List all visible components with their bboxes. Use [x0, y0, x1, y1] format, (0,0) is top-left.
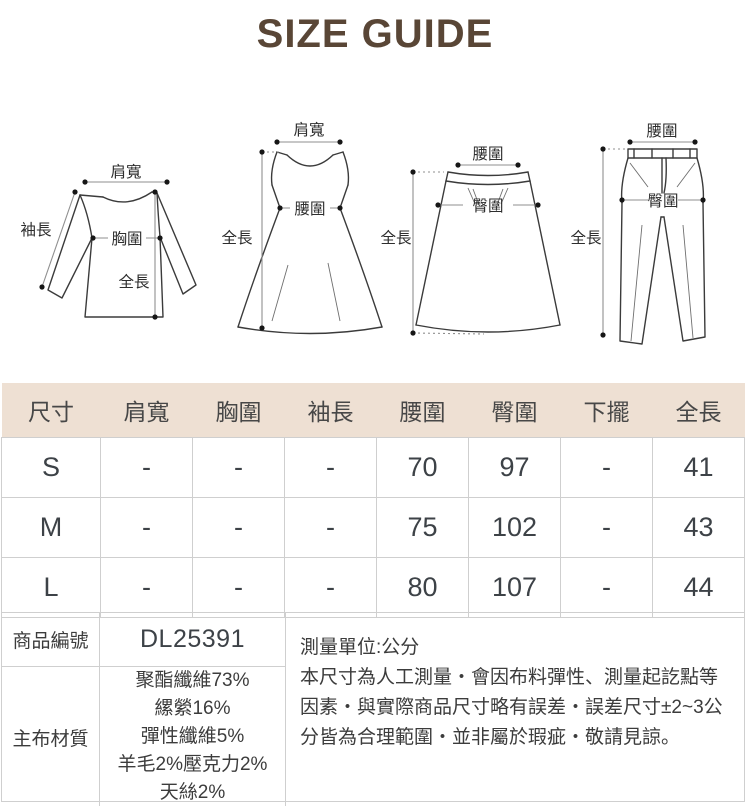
shoulder-width-measure: 肩寬 [82, 163, 170, 185]
col-header-length: 全長 [652, 383, 745, 438]
cell: 44 [652, 557, 745, 618]
cell: 102 [468, 497, 561, 558]
cell: - [100, 437, 193, 498]
length-measure: 全長 [221, 149, 280, 331]
table-row-l: L - - - 80 107 - 44 [1, 557, 745, 618]
cell: 80 [376, 557, 469, 618]
length-measure: 全長 [570, 146, 626, 338]
size-table: 尺寸 肩寬 胸圍 袖長 腰圍 臀圍 下擺 全長 S - - - 70 97 - … [1, 383, 745, 618]
cell: - [284, 437, 377, 498]
table-row-s: S - - - 70 97 - 41 [1, 437, 745, 498]
length-measure: 全長 [380, 169, 485, 336]
cell: 43 [652, 497, 745, 558]
product-info-table: 商品編號 DL25391 主布材質 聚酯纖維73% 縲縈16% 彈性纖維5% 羊… [1, 612, 745, 806]
col-header-waist: 腰圍 [376, 383, 469, 438]
col-header-size: 尺寸 [1, 383, 101, 438]
cell: 70 [376, 437, 469, 498]
chest-measure: 胸圍 [90, 230, 163, 248]
length-label: 全長 [118, 273, 150, 291]
cell: - [192, 497, 285, 558]
waist-measure: 腰圍 [627, 122, 698, 145]
pants-diagram: 腰圍 臀圍 全長 [570, 122, 706, 345]
skirt-diagram: 腰圍 臀圍 全長 [380, 145, 561, 336]
material-value: 聚酯纖維73% 縲縈16% 彈性纖維5% 羊毛2%壓克力2% 天絲2% [100, 667, 286, 806]
length-label: 全長 [570, 229, 602, 247]
material-line: 彈性纖維5% [140, 726, 245, 747]
sweater-outline [47, 191, 197, 318]
measure-tolerance-note: 本尺寸為人工測量・會因布料彈性、測量起訖點等因素・與實際商品尺寸略有誤差・誤差尺… [300, 667, 723, 748]
cell: 75 [376, 497, 469, 558]
cell: - [560, 497, 653, 558]
cell: - [100, 557, 193, 618]
cell: S [1, 437, 101, 498]
material-label: 主布材質 [2, 667, 100, 806]
hip-label: 臀圍 [472, 198, 503, 215]
page-title: SIZE GUIDE [256, 12, 494, 56]
chest-label: 胸圍 [111, 230, 142, 248]
col-header-hip: 臀圍 [468, 383, 561, 438]
hip-label: 臀圍 [647, 193, 678, 210]
dress-outline [237, 151, 383, 335]
col-header-hem: 下擺 [560, 383, 653, 438]
cell: - [100, 497, 193, 558]
col-header-sleeve: 袖長 [284, 383, 377, 438]
hip-measure: 臀圍 [619, 193, 706, 210]
waist-label: 腰圍 [294, 200, 325, 218]
product-code-label: 商品編號 [2, 613, 100, 667]
sleeve-length-measure: 袖長 [20, 189, 78, 290]
size-table-header: 尺寸 肩寬 胸圍 袖長 腰圍 臀圍 下擺 全長 [1, 383, 745, 438]
pants-outline [619, 148, 706, 345]
col-header-shoulder: 肩寬 [100, 383, 193, 438]
sleeve-length-label: 袖長 [20, 221, 52, 239]
waist-measure: 腰圍 [455, 145, 521, 168]
cell: 41 [652, 437, 745, 498]
waist-label: 腰圍 [472, 145, 503, 163]
measurement-notes: 測量單位:公分 本尺寸為人工測量・會因布料彈性、測量起訖點等因素・與實際商品尺寸… [286, 613, 744, 806]
cell: - [192, 557, 285, 618]
cell: 97 [468, 437, 561, 498]
measure-unit-note: 測量單位:公分 [300, 637, 420, 658]
dress-diagram: 肩寬 腰圍 全長 [221, 121, 383, 335]
col-header-chest: 胸圍 [192, 383, 285, 438]
material-line: 羊毛2%壓克力2% [117, 754, 268, 775]
top-garment-diagram: 肩寬 袖長 胸圍 全長 [20, 163, 197, 320]
skirt-outline [415, 171, 561, 333]
length-label: 全長 [380, 229, 412, 247]
cell: - [192, 437, 285, 498]
cell: L [1, 557, 101, 618]
material-line: 聚酯纖維73% [135, 670, 250, 691]
shoulder-width-measure: 肩寬 [274, 121, 343, 145]
cell: 107 [468, 557, 561, 618]
length-label: 全長 [221, 229, 253, 247]
shoulder-width-label: 肩寬 [293, 121, 324, 139]
cell: - [284, 497, 377, 558]
cell: M [1, 497, 101, 558]
shoulder-width-label: 肩寬 [110, 163, 141, 181]
cell: - [560, 437, 653, 498]
length-measure: 全長 [118, 189, 158, 320]
product-code-value: DL25391 [100, 613, 286, 667]
waist-label: 腰圍 [646, 122, 677, 140]
table-row-m: M - - - 75 102 - 43 [1, 497, 745, 558]
hip-measure: 臀圍 [435, 198, 541, 215]
waist-measure: 腰圍 [277, 200, 343, 218]
material-line: 縲縈16% [154, 698, 231, 719]
cell: - [284, 557, 377, 618]
cell: - [560, 557, 653, 618]
material-line: 天絲2% [159, 782, 226, 803]
